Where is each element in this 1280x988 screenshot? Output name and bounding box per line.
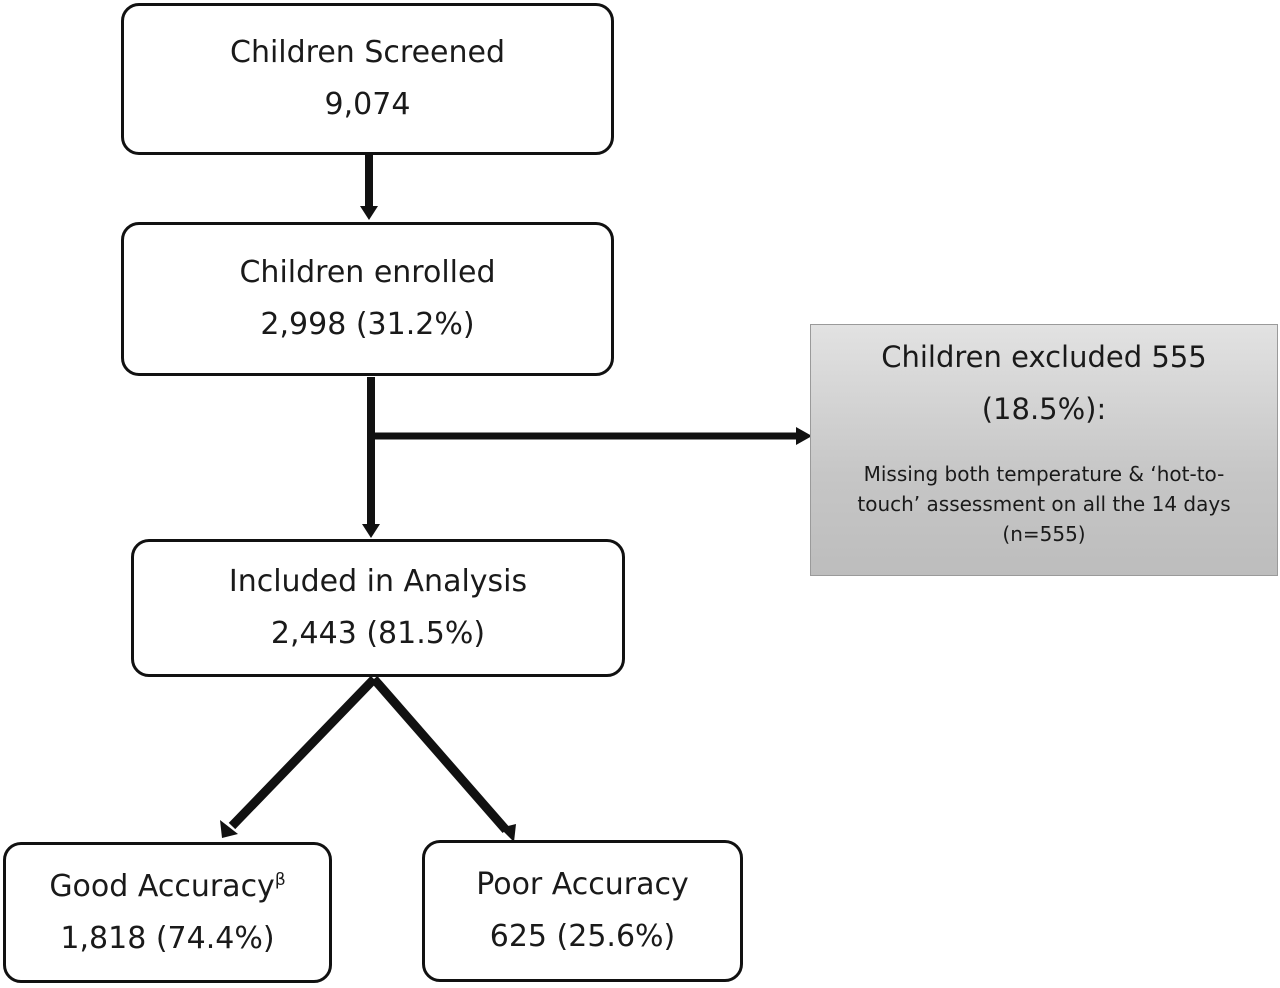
node-children-screened: Children Screened 9,074 <box>121 3 614 155</box>
good-label-line: Good Accuracyβ <box>49 868 286 904</box>
node-children-enrolled: Children enrolled 2,998 (31.2%) <box>121 222 614 376</box>
excluded-percent: (18.5%): <box>981 392 1107 426</box>
good-count: 1,818 (74.4%) <box>60 920 275 956</box>
enrolled-count: 2,998 (31.2%) <box>260 307 475 342</box>
good-label: Good Accuracy <box>49 868 275 904</box>
analysis-count: 2,443 (81.5%) <box>270 616 486 651</box>
poor-count: 625 (25.6%) <box>489 919 676 954</box>
node-poor-accuracy: Poor Accuracy 625 (25.6%) <box>422 840 743 982</box>
enrolled-label: Children enrolled <box>239 255 496 290</box>
node-included-in-analysis: Included in Analysis 2,443 (81.5%) <box>131 539 625 677</box>
arrowhead-analysis <box>362 524 380 538</box>
arrowhead-poor <box>500 824 516 842</box>
arrowhead-excluded <box>796 427 812 445</box>
node-good-accuracy: Good Accuracyβ 1,818 (74.4%) <box>3 842 332 983</box>
arrow-analysis-to-poor <box>370 676 510 833</box>
analysis-label: Included in Analysis <box>228 564 528 599</box>
arrowhead-enrolled <box>360 206 378 220</box>
poor-label: Poor Accuracy <box>476 867 689 902</box>
arrow-analysis-to-good <box>228 675 378 830</box>
node-children-excluded: Children excluded 555 (18.5%): Missing b… <box>810 324 1278 576</box>
excluded-label: Children excluded 555 <box>881 340 1207 374</box>
excluded-reason: Missing both temperature & ‘hot-to-touch… <box>857 462 1231 546</box>
screened-label: Children Screened <box>230 35 505 70</box>
good-superscript: β <box>274 869 286 890</box>
screened-count: 9,074 <box>324 87 411 122</box>
arrowhead-good <box>220 820 238 838</box>
